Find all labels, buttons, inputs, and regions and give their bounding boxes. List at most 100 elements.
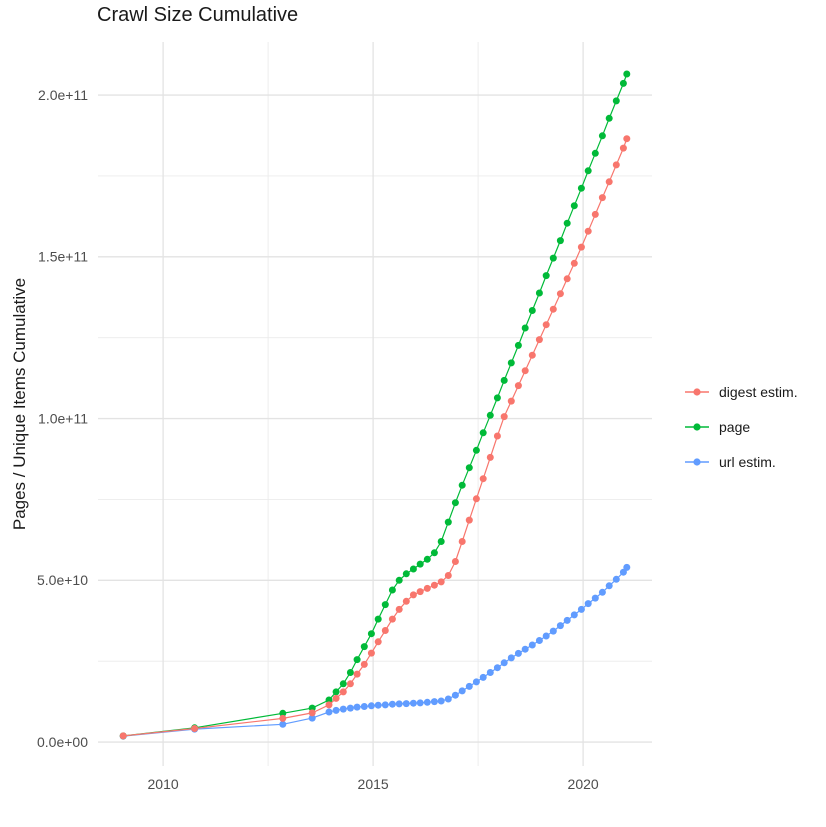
data-point bbox=[472, 678, 480, 686]
chart-title: Crawl Size Cumulative bbox=[97, 4, 299, 26]
data-point bbox=[339, 688, 347, 696]
data-point bbox=[444, 695, 452, 703]
data-point bbox=[521, 645, 529, 653]
data-point bbox=[360, 643, 368, 651]
data-point bbox=[325, 696, 333, 704]
data-point bbox=[605, 114, 613, 122]
data-point bbox=[191, 725, 199, 732]
series-line-url-estim bbox=[123, 567, 628, 737]
data-point bbox=[563, 219, 571, 227]
data-point bbox=[308, 704, 316, 712]
legend-item-digest-estim: digest estim. bbox=[684, 374, 798, 409]
data-point bbox=[444, 518, 452, 526]
data-point bbox=[409, 591, 417, 599]
data-point bbox=[437, 697, 445, 705]
data-point bbox=[584, 227, 592, 235]
data-point bbox=[584, 600, 592, 608]
data-point bbox=[528, 641, 536, 649]
data-point bbox=[612, 161, 620, 169]
legend-label-url: url estim. bbox=[719, 453, 776, 470]
series-line-digest-estim bbox=[123, 138, 628, 737]
data-point bbox=[430, 581, 438, 589]
data-point bbox=[605, 178, 613, 186]
x-tick-label: 2020 bbox=[568, 776, 599, 792]
data-point bbox=[458, 481, 466, 489]
data-point bbox=[500, 376, 508, 384]
data-point bbox=[528, 351, 536, 359]
data-point bbox=[395, 700, 403, 708]
data-point bbox=[353, 656, 361, 664]
data-point bbox=[279, 720, 287, 728]
data-point bbox=[521, 367, 529, 375]
data-point bbox=[549, 305, 557, 313]
data-point bbox=[493, 394, 501, 402]
data-point bbox=[465, 464, 473, 472]
data-point bbox=[395, 605, 403, 613]
data-point bbox=[507, 359, 515, 367]
data-point bbox=[353, 670, 361, 678]
data-point bbox=[472, 495, 480, 503]
data-point bbox=[570, 611, 578, 619]
data-point bbox=[612, 575, 620, 583]
data-point bbox=[500, 413, 508, 421]
data-point bbox=[444, 572, 452, 579]
data-point bbox=[416, 699, 424, 707]
data-point bbox=[332, 706, 340, 714]
data-point bbox=[381, 701, 389, 709]
data-point bbox=[507, 397, 515, 405]
data-point bbox=[360, 660, 368, 668]
data-point bbox=[556, 622, 564, 630]
data-point bbox=[367, 630, 375, 638]
data-point bbox=[556, 290, 564, 298]
data-point bbox=[465, 682, 473, 690]
data-point bbox=[430, 549, 438, 557]
data-point bbox=[388, 615, 396, 623]
data-point bbox=[395, 576, 403, 584]
data-point bbox=[332, 694, 340, 702]
data-point bbox=[479, 475, 487, 483]
data-point bbox=[339, 680, 347, 688]
legend-key-digest-icon bbox=[685, 387, 709, 396]
data-point bbox=[549, 627, 557, 635]
data-point bbox=[542, 321, 550, 329]
data-point bbox=[353, 703, 361, 711]
legend-item-url-estim: url estim. bbox=[684, 444, 798, 479]
data-point bbox=[623, 70, 631, 78]
data-point bbox=[535, 336, 543, 344]
data-point bbox=[570, 202, 578, 210]
data-point bbox=[507, 654, 515, 662]
data-point bbox=[279, 709, 287, 717]
data-point bbox=[346, 680, 354, 688]
data-point bbox=[570, 259, 578, 267]
data-point bbox=[402, 570, 410, 578]
data-point bbox=[556, 237, 564, 245]
data-point bbox=[451, 691, 459, 699]
data-point bbox=[584, 167, 592, 175]
data-point bbox=[381, 627, 389, 634]
data-point bbox=[437, 578, 445, 586]
series-page bbox=[119, 70, 631, 740]
data-point bbox=[577, 605, 585, 613]
data-point bbox=[388, 700, 396, 708]
data-point bbox=[591, 594, 599, 602]
legend-key-page-icon bbox=[685, 422, 709, 431]
data-point bbox=[458, 687, 466, 695]
data-point bbox=[451, 558, 459, 565]
y-axis-title: Pages / Unique Items Cumulative bbox=[10, 277, 29, 531]
y-tick-label: 1.5e+11 bbox=[38, 249, 88, 265]
legend-label-digest: digest estim. bbox=[719, 383, 798, 400]
data-point bbox=[514, 382, 522, 390]
legend-key-url-icon bbox=[685, 457, 709, 466]
data-point bbox=[535, 637, 543, 644]
data-point bbox=[423, 555, 431, 563]
legend: digest estim. page url estim. bbox=[684, 374, 798, 479]
data-point bbox=[119, 732, 127, 740]
data-point bbox=[563, 616, 571, 624]
data-point bbox=[493, 432, 501, 440]
data-point bbox=[402, 597, 410, 605]
y-tick-label: 1.0e+11 bbox=[38, 410, 88, 426]
legend-label-page: page bbox=[719, 418, 751, 435]
series-digest-estim bbox=[119, 135, 631, 740]
